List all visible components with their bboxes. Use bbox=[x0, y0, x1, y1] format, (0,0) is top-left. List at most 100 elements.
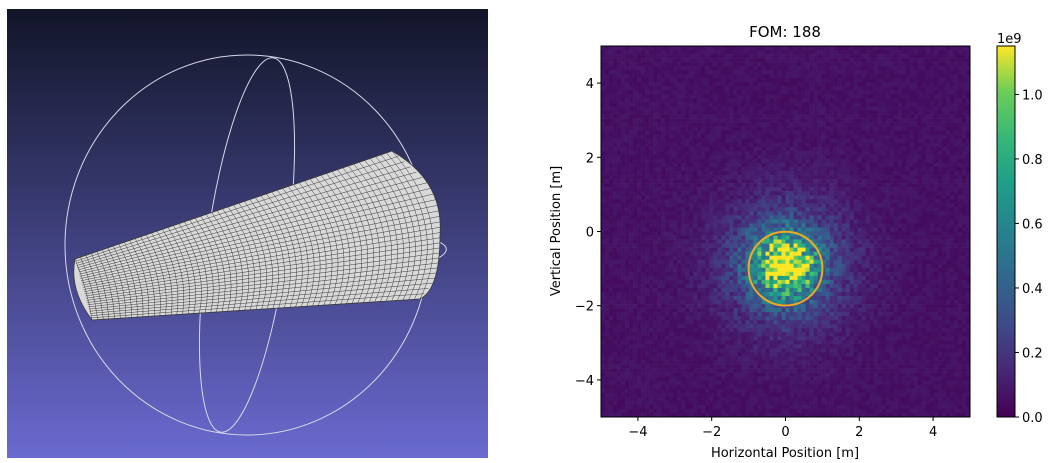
heatmap-cell bbox=[805, 235, 810, 240]
heatmap-cell bbox=[713, 247, 718, 252]
heatmap-cell bbox=[825, 114, 830, 119]
heatmap-cell bbox=[705, 46, 710, 51]
heatmap-cell bbox=[701, 187, 706, 192]
heatmap-cell bbox=[661, 207, 666, 212]
heatmap-cell bbox=[821, 219, 826, 224]
heatmap-cell bbox=[905, 114, 911, 119]
heatmap-cell bbox=[869, 94, 875, 99]
heatmap-cell bbox=[897, 191, 903, 196]
heatmap-cell bbox=[877, 134, 883, 140]
heatmap-cell bbox=[677, 211, 682, 216]
heatmap-cell bbox=[837, 215, 842, 220]
cone-mesh[interactable] bbox=[73, 150, 454, 321]
heatmap-cell bbox=[881, 62, 887, 67]
heatmap-cell bbox=[781, 203, 786, 208]
heatmap-cell bbox=[761, 122, 766, 127]
heatmap-cell bbox=[949, 162, 955, 168]
heatmap-cell bbox=[725, 98, 730, 103]
heatmap-cell bbox=[637, 118, 642, 123]
heatmap-cell bbox=[805, 175, 810, 180]
heatmap-cell bbox=[613, 150, 618, 156]
heatmap-cell bbox=[865, 54, 871, 59]
heatmap-cell bbox=[681, 70, 686, 75]
heatmap-cell bbox=[809, 179, 814, 184]
heatmap-cell bbox=[777, 231, 782, 236]
heatmap-cell bbox=[761, 102, 766, 107]
heatmap-cell bbox=[609, 247, 614, 252]
heatmap-cell bbox=[641, 74, 646, 79]
heatmap-cell bbox=[965, 183, 971, 188]
heatmap-cell bbox=[905, 179, 911, 184]
heatmap-cell bbox=[857, 122, 863, 127]
heatmap-cell bbox=[633, 154, 638, 160]
heatmap-cell bbox=[613, 74, 618, 79]
heatmap-cell bbox=[757, 219, 762, 224]
heatmap-cell bbox=[769, 211, 774, 216]
heatmap-cell bbox=[853, 183, 858, 188]
heatmap-cell bbox=[805, 114, 810, 119]
heatmap-cell bbox=[857, 118, 863, 123]
heatmap-cell bbox=[693, 86, 698, 91]
3d-scene[interactable] bbox=[7, 9, 488, 458]
heatmap-cell bbox=[933, 58, 939, 63]
heatmap-cell bbox=[781, 142, 786, 148]
heatmap-cell bbox=[689, 90, 694, 95]
heatmap-cell bbox=[845, 142, 850, 148]
heatmap-cell bbox=[785, 130, 790, 136]
heatmap-cell bbox=[825, 203, 830, 208]
heatmap-cell bbox=[697, 134, 702, 140]
heatmap-cell bbox=[785, 179, 790, 184]
heatmap-cell bbox=[909, 231, 915, 236]
heatmap-cell bbox=[681, 122, 686, 127]
heatmap-cell bbox=[801, 166, 806, 172]
heatmap-cell bbox=[821, 175, 826, 180]
heatmap-cell bbox=[653, 70, 658, 75]
heatmap-cell bbox=[617, 146, 622, 152]
heatmap-cell bbox=[677, 175, 682, 180]
heatmap-cell bbox=[793, 106, 798, 111]
heatmap-cell bbox=[869, 235, 875, 240]
heatmap-cell bbox=[797, 118, 802, 123]
heatmap-cell bbox=[621, 191, 626, 196]
heatmap-cell bbox=[657, 219, 662, 224]
heatmap-cell bbox=[749, 243, 754, 248]
heatmap-cell bbox=[709, 231, 714, 236]
heatmap-cell bbox=[633, 138, 638, 144]
heatmap-cell bbox=[681, 183, 686, 188]
heatmap-cell bbox=[817, 207, 822, 212]
heatmap-cell bbox=[625, 259, 630, 265]
heatmap-cell bbox=[749, 74, 754, 79]
mesh-line bbox=[77, 171, 417, 268]
heatmap-cell bbox=[877, 235, 883, 240]
heatmap-cell bbox=[677, 118, 682, 123]
heatmap-cell bbox=[737, 171, 742, 176]
heatmap-cell bbox=[765, 150, 770, 156]
heatmap-cell bbox=[605, 171, 610, 176]
3d-viewport[interactable] bbox=[7, 9, 488, 458]
heatmap-cell bbox=[701, 146, 706, 152]
heatmap-cell bbox=[617, 50, 622, 55]
heatmap-cell bbox=[925, 62, 931, 67]
heatmap-cell bbox=[705, 211, 710, 216]
heatmap-cell bbox=[617, 110, 622, 115]
heatmap-cell bbox=[637, 219, 642, 224]
heatmap-cell bbox=[749, 146, 754, 152]
heatmap-cell bbox=[857, 114, 863, 119]
heatmap-cell bbox=[861, 211, 867, 216]
heatmap-cell bbox=[925, 142, 931, 148]
heatmap-cell bbox=[749, 102, 754, 107]
heatmap-cell bbox=[793, 187, 798, 192]
heatmap-cell bbox=[821, 78, 826, 83]
heatmap-cell bbox=[633, 235, 638, 240]
heatmap-cell bbox=[629, 78, 634, 83]
heatmap-cell bbox=[749, 255, 754, 261]
heatmap-cell bbox=[681, 142, 686, 148]
heatmap-cell bbox=[877, 195, 883, 200]
heatmap-cell bbox=[945, 150, 951, 156]
heatmap-cell bbox=[841, 70, 846, 75]
heatmap-cell bbox=[861, 175, 867, 180]
heatmap-cell bbox=[701, 74, 706, 79]
heatmap-cell bbox=[637, 134, 642, 140]
heatmap-cell bbox=[713, 187, 718, 192]
heatmap-cell bbox=[865, 102, 871, 107]
